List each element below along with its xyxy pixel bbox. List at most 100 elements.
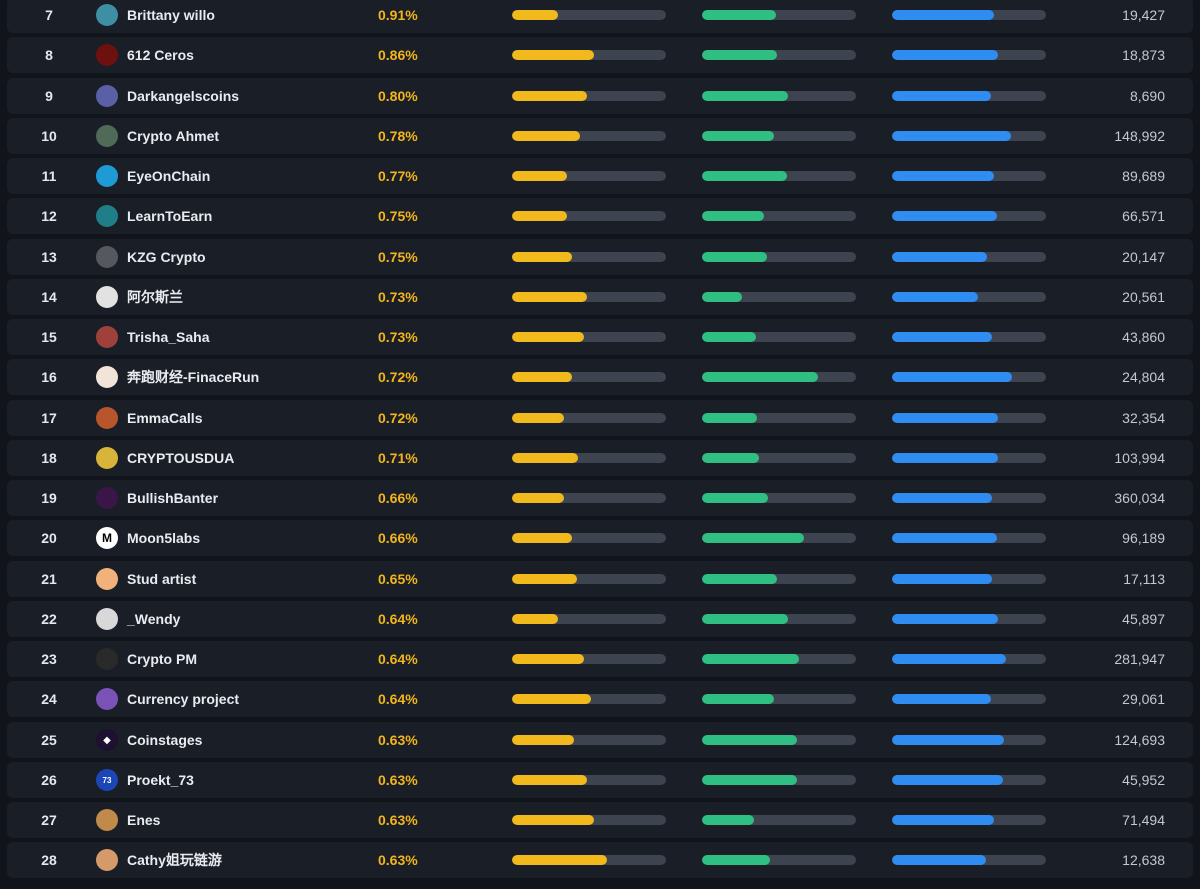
yellow-score-bar-fill xyxy=(512,574,577,584)
creator-avatar-icon[interactable] xyxy=(96,246,118,268)
yellow-score-bar xyxy=(512,252,666,262)
green-score-bar xyxy=(702,413,856,423)
green-score-bar xyxy=(702,171,856,181)
table-row[interactable]: 10 Crypto Ahmet 0.78% 148,992 xyxy=(7,118,1193,154)
coinstages-logo-icon[interactable]: ◆ xyxy=(96,729,118,751)
table-row[interactable]: 8 612 Ceros 0.86% 18,873 xyxy=(7,37,1193,73)
creator-name-link[interactable]: 阿尔斯兰 xyxy=(127,289,183,305)
moon5labs-logo-icon[interactable]: M xyxy=(96,527,118,549)
creator-name-link[interactable]: BullishBanter xyxy=(127,490,219,506)
creator-name-link[interactable]: Cathy姐玩链游 xyxy=(127,852,222,868)
creator-name-link[interactable]: Crypto Ahmet xyxy=(127,128,220,144)
table-row[interactable]: 23 Crypto PM 0.64% 281,947 xyxy=(7,641,1193,677)
green-score-bar-fill xyxy=(702,614,789,624)
blue-score-bar-fill xyxy=(892,50,999,60)
yellow-score-bar-fill xyxy=(512,372,573,382)
creator-name-link[interactable]: 奔跑财经-FinaceRun xyxy=(127,369,260,385)
creator-name-link[interactable]: 612 Ceros xyxy=(127,47,194,63)
rank-number: 14 xyxy=(41,289,57,305)
yellow-score-bar xyxy=(512,815,666,825)
creator-avatar-icon[interactable] xyxy=(96,568,118,590)
creator-avatar-icon[interactable] xyxy=(96,447,118,469)
creator-avatar-icon[interactable] xyxy=(96,286,118,308)
creator-name-link[interactable]: Brittany willo xyxy=(127,7,215,23)
creator-name-link[interactable]: Currency project xyxy=(127,691,240,707)
creator-avatar-icon[interactable] xyxy=(96,407,118,429)
table-row[interactable]: 15 Trisha_Saha 0.73% 43,860 xyxy=(7,319,1193,355)
table-row[interactable]: 25 ◆ Coinstages 0.63% 124,693 xyxy=(7,722,1193,758)
avatar-logo-text: 73 xyxy=(102,775,112,785)
green-score-bar-fill xyxy=(702,292,743,302)
creator-name-link[interactable]: Darkangelscoins xyxy=(127,88,240,104)
creator-name-link[interactable]: EyeOnChain xyxy=(127,168,211,184)
creator-name-link[interactable]: Proekt_73 xyxy=(127,772,194,788)
yellow-score-bar xyxy=(512,855,666,865)
table-row[interactable]: 9 Darkangelscoins 0.80% 8,690 xyxy=(7,78,1193,114)
follower-count: 66,571 xyxy=(1122,208,1165,224)
table-row[interactable]: 27 Enes 0.63% 71,494 xyxy=(7,802,1193,838)
creator-name-link[interactable]: Stud artist xyxy=(127,571,197,587)
creator-avatar-icon[interactable] xyxy=(96,366,118,388)
mindshare-percent: 0.64% xyxy=(378,691,418,707)
blue-score-bar-fill xyxy=(892,533,997,543)
creator-avatar-icon[interactable] xyxy=(96,44,118,66)
creator-name-link[interactable]: Trisha_Saha xyxy=(127,329,210,345)
green-score-bar-fill xyxy=(702,252,767,262)
yellow-score-bar xyxy=(512,332,666,342)
table-row[interactable]: 17 EmmaCalls 0.72% 32,354 xyxy=(7,400,1193,436)
creator-avatar-icon[interactable] xyxy=(96,4,118,26)
table-row[interactable]: 13 KZG Crypto 0.75% 20,147 xyxy=(7,239,1193,275)
yellow-score-bar xyxy=(512,131,666,141)
table-row[interactable]: 26 73 Proekt_73 0.63% 45,952 xyxy=(7,762,1193,798)
creator-name-link[interactable]: _Wendy xyxy=(127,611,181,627)
creator-avatar-icon[interactable] xyxy=(96,648,118,670)
rank-number: 7 xyxy=(45,7,53,23)
rank-number: 19 xyxy=(41,490,57,506)
blue-score-bar xyxy=(892,694,1046,704)
blue-score-bar xyxy=(892,211,1046,221)
creator-avatar-icon[interactable] xyxy=(96,487,118,509)
green-score-bar-fill xyxy=(702,775,798,785)
table-row[interactable]: 24 Currency project 0.64% 29,061 xyxy=(7,681,1193,717)
table-row[interactable]: 22 _Wendy 0.64% 45,897 xyxy=(7,601,1193,637)
creator-avatar-icon[interactable] xyxy=(96,809,118,831)
creator-avatar-icon[interactable] xyxy=(96,688,118,710)
creator-name-link[interactable]: Coinstages xyxy=(127,732,203,748)
creator-avatar-icon[interactable] xyxy=(96,125,118,147)
creator-name-link[interactable]: Crypto PM xyxy=(127,651,197,667)
table-row[interactable]: 18 CRYPTOUSDUA 0.71% 103,994 xyxy=(7,440,1193,476)
table-row[interactable]: 7 Brittany willo 0.91% 19,427 xyxy=(7,0,1193,33)
creator-name-link[interactable]: Moon5labs xyxy=(127,530,201,546)
mindshare-percent: 0.63% xyxy=(378,812,418,828)
table-row[interactable]: 16 奔跑财经-FinaceRun 0.72% 24,804 xyxy=(7,359,1193,395)
creator-avatar-icon[interactable] xyxy=(96,165,118,187)
follower-count: 20,147 xyxy=(1122,249,1165,265)
creator-name-link[interactable]: EmmaCalls xyxy=(127,410,203,426)
creator-name-link[interactable]: KZG Crypto xyxy=(127,249,206,265)
mindshare-percent: 0.66% xyxy=(378,490,418,506)
blue-score-bar xyxy=(892,91,1046,101)
creator-avatar-icon[interactable] xyxy=(96,205,118,227)
table-row[interactable]: 14 阿尔斯兰 0.73% 20,561 xyxy=(7,279,1193,315)
green-score-bar-fill xyxy=(702,855,770,865)
table-row[interactable]: 21 Stud artist 0.65% 17,113 xyxy=(7,561,1193,597)
creator-avatar-icon[interactable] xyxy=(96,85,118,107)
creator-name-link[interactable]: CRYPTOUSDUA xyxy=(127,450,235,466)
green-score-bar-fill xyxy=(702,171,787,181)
proekt73-logo-icon[interactable]: 73 xyxy=(96,769,118,791)
table-row[interactable]: 20 M Moon5labs 0.66% 96,189 xyxy=(7,520,1193,556)
creator-name-link[interactable]: LearnToEarn xyxy=(127,208,213,224)
green-score-bar-fill xyxy=(702,50,778,60)
creator-avatar-icon[interactable] xyxy=(96,326,118,348)
rank-number: 16 xyxy=(41,369,57,385)
table-row[interactable]: 12 LearnToEarn 0.75% 66,571 xyxy=(7,198,1193,234)
yellow-score-bar-fill xyxy=(512,50,594,60)
table-row[interactable]: 28 Cathy姐玩链游 0.63% 12,638 xyxy=(7,842,1193,878)
table-row[interactable]: 19 BullishBanter 0.66% 360,034 xyxy=(7,480,1193,516)
creator-name-link[interactable]: Enes xyxy=(127,812,161,828)
creator-avatar-icon[interactable] xyxy=(96,608,118,630)
table-row[interactable]: 11 EyeOnChain 0.77% 89,689 xyxy=(7,158,1193,194)
green-score-bar xyxy=(702,694,856,704)
green-score-bar-fill xyxy=(702,91,789,101)
creator-avatar-icon[interactable] xyxy=(96,849,118,871)
